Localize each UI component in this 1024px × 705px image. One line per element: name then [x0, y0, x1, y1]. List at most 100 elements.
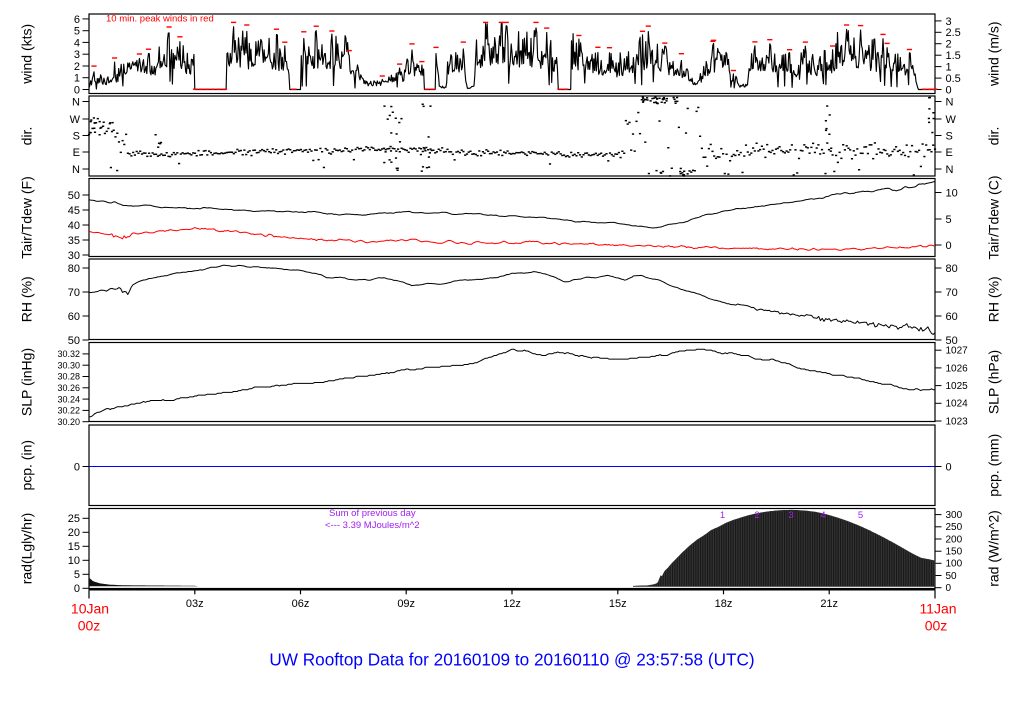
svg-text:80: 80 — [946, 263, 958, 275]
svg-text:30.24: 30.24 — [57, 394, 80, 404]
svg-text:15z: 15z — [609, 598, 627, 610]
svg-text:25: 25 — [68, 513, 80, 525]
svg-text:2.5: 2.5 — [946, 27, 961, 39]
svg-text:3: 3 — [788, 510, 793, 521]
svg-text:12z: 12z — [503, 598, 521, 610]
svg-text:20: 20 — [68, 527, 80, 539]
svg-text:dir.: dir. — [18, 127, 34, 146]
svg-text:1027: 1027 — [946, 346, 969, 357]
svg-text:50: 50 — [946, 571, 958, 582]
svg-text:06z: 06z — [292, 598, 310, 610]
svg-text:rad(Lgly/hr): rad(Lgly/hr) — [18, 513, 34, 585]
svg-text:15: 15 — [68, 541, 80, 553]
svg-text:1024: 1024 — [946, 399, 969, 410]
svg-text:5: 5 — [74, 569, 80, 581]
svg-text:6: 6 — [74, 14, 80, 26]
svg-text:00z: 00z — [78, 618, 101, 634]
svg-text:2: 2 — [946, 39, 952, 51]
svg-text:30.26: 30.26 — [57, 383, 80, 393]
svg-text:70: 70 — [946, 287, 958, 299]
svg-text:1023: 1023 — [946, 416, 969, 427]
svg-text:N: N — [72, 164, 80, 176]
svg-text:18z: 18z — [715, 598, 733, 610]
svg-text:60: 60 — [68, 311, 80, 323]
svg-text:5: 5 — [74, 26, 80, 38]
svg-text:100: 100 — [946, 559, 963, 570]
svg-text:0: 0 — [74, 84, 80, 96]
svg-text:10: 10 — [946, 187, 958, 199]
svg-text:50: 50 — [68, 335, 80, 347]
svg-text:SLP (hPa): SLP (hPa) — [986, 350, 1002, 414]
svg-text:Sum of previous day: Sum of previous day — [329, 508, 416, 519]
svg-text:10: 10 — [68, 555, 80, 567]
svg-text:30.30: 30.30 — [57, 360, 80, 370]
svg-text:dir.: dir. — [986, 127, 1002, 146]
svg-text:1026: 1026 — [946, 363, 969, 374]
svg-text:80: 80 — [68, 263, 80, 275]
svg-text:2: 2 — [74, 61, 80, 73]
svg-text:Tair/Tdew (F): Tair/Tdew (F) — [18, 176, 34, 258]
svg-text:UW Rooftop Data for 20160109: UW Rooftop Data for 20160109 to 20160110… — [269, 650, 754, 670]
svg-text:SLP (inHg): SLP (inHg) — [18, 348, 34, 416]
svg-text:00z: 00z — [925, 618, 948, 634]
svg-text:0: 0 — [946, 84, 952, 96]
svg-text:2: 2 — [754, 510, 759, 521]
svg-text:0: 0 — [74, 461, 80, 473]
svg-text:pcp. (mm): pcp. (mm) — [986, 434, 1002, 497]
svg-text:30.20: 30.20 — [57, 417, 80, 427]
svg-text:wind (kts): wind (kts) — [18, 24, 34, 85]
svg-text:45: 45 — [68, 205, 80, 217]
svg-text:70: 70 — [68, 287, 80, 299]
svg-text:Tair/Tdew (C): Tair/Tdew (C) — [986, 175, 1002, 259]
svg-text:S: S — [73, 130, 80, 142]
svg-text:40: 40 — [68, 220, 80, 232]
svg-text:wind (m/s): wind (m/s) — [986, 21, 1002, 87]
svg-text:RH (%): RH (%) — [986, 276, 1002, 322]
svg-text:0: 0 — [946, 461, 952, 473]
svg-text:300: 300 — [946, 510, 963, 521]
svg-text:50: 50 — [68, 190, 80, 202]
svg-text:03z: 03z — [186, 598, 204, 610]
svg-text:3: 3 — [74, 49, 80, 61]
svg-text:pcp. (in): pcp. (in) — [18, 440, 34, 491]
svg-text:N: N — [946, 96, 954, 108]
svg-text:09z: 09z — [397, 598, 415, 610]
svg-text:60: 60 — [946, 311, 958, 323]
svg-text:4: 4 — [820, 510, 825, 521]
svg-text:50: 50 — [946, 335, 958, 347]
svg-text:0.5: 0.5 — [946, 73, 961, 85]
svg-text:0: 0 — [74, 583, 80, 595]
svg-text:1: 1 — [946, 62, 952, 74]
svg-text:1025: 1025 — [946, 381, 969, 392]
svg-text:1.5: 1.5 — [946, 50, 961, 62]
svg-text:10Jan: 10Jan — [71, 601, 109, 617]
svg-text:5: 5 — [946, 214, 952, 226]
svg-text:N: N — [72, 96, 80, 108]
svg-text:rad (W/m^2): rad (W/m^2) — [986, 510, 1002, 587]
svg-text:RH (%): RH (%) — [18, 276, 34, 322]
svg-text:W: W — [946, 114, 957, 126]
svg-text:200: 200 — [946, 534, 963, 545]
svg-text:E: E — [73, 147, 80, 159]
svg-text:4: 4 — [74, 37, 80, 49]
svg-text:W: W — [70, 114, 81, 126]
svg-text:S: S — [946, 130, 953, 142]
svg-text:1: 1 — [720, 510, 725, 521]
svg-text:<--- 3.39 MJoules/m^2: <--- 3.39 MJoules/m^2 — [325, 520, 419, 531]
svg-text:1: 1 — [74, 73, 80, 85]
svg-text:250: 250 — [946, 522, 963, 533]
svg-text:N: N — [946, 164, 954, 176]
svg-text:30.32: 30.32 — [57, 349, 80, 359]
svg-text:11Jan: 11Jan — [919, 601, 956, 617]
svg-text:0: 0 — [946, 240, 952, 252]
svg-text:30.28: 30.28 — [57, 372, 80, 382]
svg-text:150: 150 — [946, 547, 963, 558]
svg-text:E: E — [946, 147, 953, 159]
svg-text:35: 35 — [68, 235, 80, 247]
svg-text:30: 30 — [68, 250, 80, 262]
svg-text:21z: 21z — [820, 598, 838, 610]
svg-text:30.22: 30.22 — [57, 406, 80, 416]
svg-text:10 min. peak winds in red: 10 min. peak winds in red — [106, 14, 214, 25]
svg-text:3: 3 — [946, 16, 952, 28]
svg-text:5: 5 — [858, 510, 863, 521]
